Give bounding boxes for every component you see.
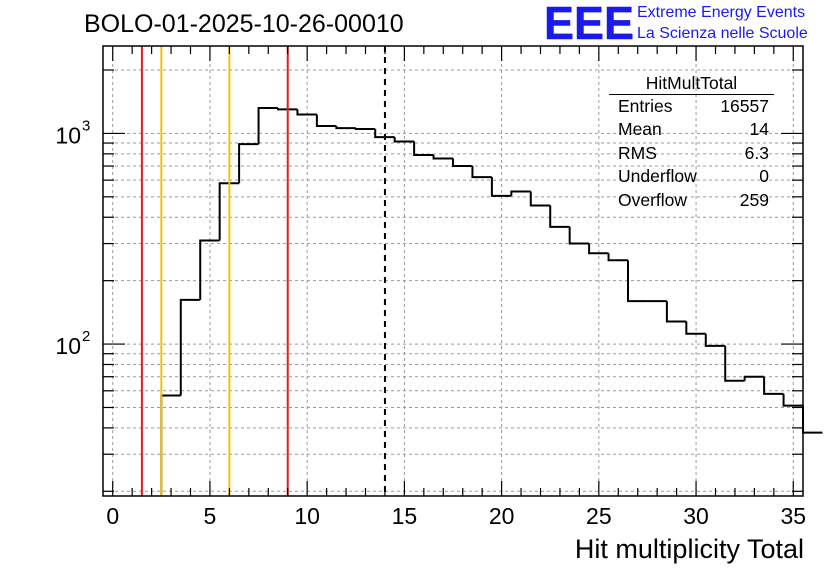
eee-logo: EEE bbox=[544, 1, 635, 45]
y-tick-label: 10 bbox=[55, 122, 81, 148]
histogram-bin bbox=[627, 260, 648, 303]
histogram-bin bbox=[335, 125, 356, 130]
histogram-bin bbox=[724, 345, 745, 382]
logo-caption-line1: Extreme Energy Events bbox=[637, 4, 806, 21]
stats-value: 0 bbox=[759, 166, 769, 187]
histogram-bin bbox=[743, 375, 765, 381]
stats-label: Entries bbox=[618, 96, 673, 116]
x-tick-label: 30 bbox=[683, 503, 709, 529]
x-tick-label: 10 bbox=[294, 503, 320, 529]
histogram-bin bbox=[763, 376, 784, 395]
stats-row-mean: Mean 14 bbox=[609, 118, 774, 141]
histogram-bin bbox=[315, 114, 337, 127]
stats-value: 16557 bbox=[720, 96, 769, 116]
x-tick-label: 15 bbox=[392, 503, 418, 529]
stats-row-rms: RMS 6.3 bbox=[609, 142, 774, 165]
plot-frame bbox=[102, 45, 804, 497]
x-tick-label: 35 bbox=[780, 503, 806, 529]
histogram-bin bbox=[354, 127, 376, 130]
stats-value: 259 bbox=[739, 189, 769, 210]
stats-label: Overflow bbox=[618, 189, 688, 210]
x-tick-label: 5 bbox=[204, 503, 217, 529]
histogram-bin bbox=[218, 182, 240, 241]
stats-title: HitMultTotal bbox=[609, 73, 774, 95]
histogram-bin bbox=[568, 226, 590, 245]
histogram-bin bbox=[607, 253, 628, 262]
histogram-bin bbox=[685, 321, 706, 335]
histogram-bin bbox=[374, 128, 395, 139]
x-axis-label: Hit multiplicity Total bbox=[574, 534, 804, 564]
y-tick-exponent: 3 bbox=[82, 117, 90, 134]
histogram-bin bbox=[393, 137, 415, 143]
histogram-bin bbox=[257, 107, 278, 145]
x-tick-label: 0 bbox=[106, 503, 119, 529]
run-title: BOLO-01-2025-10-26-00010 bbox=[84, 10, 404, 38]
stats-label: Underflow bbox=[618, 166, 697, 187]
histogram-bin bbox=[549, 205, 570, 228]
histogram-bin bbox=[179, 298, 201, 396]
stats-box: HitMultTotal Entries 16557 Mean 14 RMS 6… bbox=[609, 73, 774, 212]
histogram-bin bbox=[490, 177, 512, 197]
x-tick-label: 25 bbox=[586, 503, 612, 529]
x-tick-label: 20 bbox=[489, 503, 515, 529]
histogram-bin bbox=[704, 333, 726, 347]
y-tick-label: 10 bbox=[55, 333, 81, 359]
stats-label: Mean bbox=[618, 119, 662, 140]
logo-text: EEE bbox=[544, 1, 634, 45]
histogram-bin bbox=[199, 239, 220, 300]
histogram-bin bbox=[452, 158, 473, 168]
histogram-bin bbox=[296, 109, 317, 116]
logo-caption: Extreme Energy Events La Scienza nelle S… bbox=[637, 2, 808, 44]
logo-caption-line2: La Scienza nelle Scuole bbox=[637, 25, 808, 42]
histogram-bin bbox=[529, 191, 551, 207]
stats-row-overflow: Overflow 259 bbox=[609, 189, 774, 212]
stats-label: RMS bbox=[618, 142, 657, 163]
histogram-bin bbox=[238, 143, 259, 184]
histogram-bin bbox=[277, 108, 298, 111]
histogram-bin bbox=[413, 141, 434, 156]
stats-value: 14 bbox=[749, 119, 769, 140]
stats-row-entries: Entries 16557 bbox=[609, 95, 774, 118]
histogram-bin bbox=[665, 301, 687, 323]
stats-row-underflow: Underflow 0 bbox=[609, 165, 774, 188]
histogram-bin bbox=[160, 394, 181, 496]
histogram-bin bbox=[802, 405, 823, 434]
histogram-bin bbox=[432, 154, 453, 160]
histogram-bin bbox=[588, 243, 609, 255]
histogram-bin bbox=[471, 166, 492, 179]
y-tick-exponent: 2 bbox=[82, 328, 90, 345]
histogram-bin bbox=[510, 190, 531, 196]
stats-value: 6.3 bbox=[744, 142, 769, 163]
histogram-bin bbox=[782, 393, 803, 407]
